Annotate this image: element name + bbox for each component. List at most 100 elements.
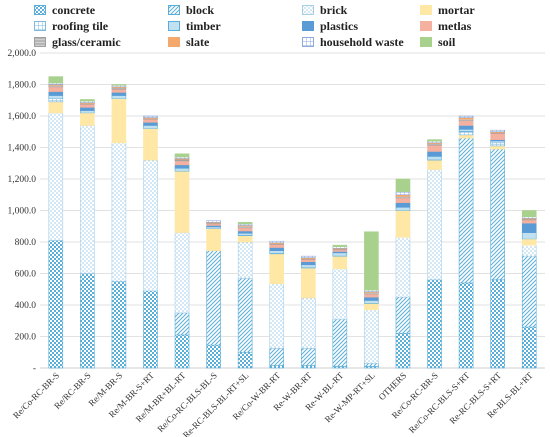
y-tick-label: 1,200.0: [8, 175, 37, 185]
bar-stack: [395, 178, 411, 369]
legend-swatch: [302, 5, 314, 15]
bar-segment-concrete: [395, 333, 411, 369]
bar-stack: [174, 153, 190, 369]
bar-segment-brick: [364, 309, 379, 364]
bar-segment-mortar: [364, 303, 379, 311]
bar-segment-mortar: [269, 253, 285, 285]
bar-stack: [143, 115, 158, 369]
bar-segment-soil: [395, 178, 411, 192]
bar-stack: [458, 115, 474, 369]
bar-segment-concrete: [111, 281, 127, 369]
legend-item-metlas: metlas: [420, 18, 471, 34]
legend-label: metlas: [438, 18, 472, 33]
bar-segment-brick: [174, 232, 190, 314]
bar-segment-mortar: [458, 134, 474, 139]
bar-segment-mortar: [48, 101, 64, 114]
bar-segment-concrete: [490, 279, 505, 369]
bar-segment-household-waste: [206, 220, 221, 223]
bar-segment-plastics: [48, 91, 64, 96]
bar-segment-block: [174, 312, 190, 336]
bar-segment-metlas: [269, 244, 285, 248]
bar-segment-concrete: [269, 365, 285, 369]
bar-segment-household-waste: [458, 115, 474, 118]
bar-segment-metlas: [111, 88, 127, 93]
bar-segment-timber: [174, 167, 190, 172]
bar-stack: [269, 240, 285, 369]
bar-segment-metlas: [237, 227, 253, 232]
bar-segment-plastics: [300, 261, 316, 266]
bar-segment-brick: [80, 125, 95, 274]
bar-segment-metlas: [490, 133, 505, 140]
legend-item-brick: brick: [302, 2, 347, 18]
bar-segment-concrete: [521, 326, 537, 369]
bar-segment-metlas: [174, 160, 190, 166]
bar-segment-household-waste: [300, 255, 316, 259]
legend-label: plastics: [320, 18, 359, 33]
bar-segment-metlas: [48, 86, 64, 92]
legend-swatch: [168, 5, 180, 15]
bar-segment-brick: [111, 142, 127, 282]
y-tick-label: 400.0: [15, 301, 37, 311]
legend-swatch: [420, 21, 432, 31]
bar-segment-concrete: [458, 282, 474, 369]
bar-segment-block: [206, 250, 221, 346]
bar-segment-mortar: [111, 98, 127, 144]
bar-segment-plastics: [427, 151, 442, 157]
legend-item-mortar: mortar: [420, 2, 475, 18]
bar-segment-timber: [269, 250, 285, 255]
bar-segment-timber: [111, 95, 127, 99]
bar-segment-mortar: [300, 267, 316, 299]
legend-item-glass-ceramic: glass/ceramic: [34, 34, 121, 50]
bar-segment-metlas: [143, 118, 158, 123]
legend-item-soil: soil: [420, 34, 455, 50]
bar-segment-soil: [80, 99, 95, 102]
bar-segment-roofing-tile: [458, 131, 474, 136]
bar-segment-brick: [395, 236, 411, 298]
bar-segment-plastics: [269, 247, 285, 251]
bar-stack: [237, 222, 253, 369]
bar-segment-plastics: [458, 125, 474, 130]
bar-segment-block: [490, 148, 505, 281]
legend-label: mortar: [438, 2, 475, 17]
bar-segment-brick: [332, 268, 348, 320]
bar-stack: [427, 139, 442, 369]
bar-stack: [206, 220, 221, 369]
bar-segment-block: [521, 255, 537, 328]
bar-segment-timber: [143, 125, 158, 129]
bar-stack: [332, 244, 348, 369]
bar-segment-concrete: [206, 344, 221, 369]
legend-label: concrete: [52, 2, 96, 17]
bar-segment-block: [269, 348, 285, 366]
bar-segment-block: [364, 362, 379, 367]
bar-segment-metlas: [521, 219, 537, 224]
y-tick-label: 1,600.0: [8, 112, 37, 122]
bar-stack: [111, 84, 127, 369]
bar-segment-mortar: [521, 238, 537, 246]
bar-segment-timber: [332, 252, 348, 257]
legend-item-roofing-tile: roofing tile: [34, 18, 108, 34]
bar-segment-soil: [521, 210, 537, 218]
legend-swatch: [420, 5, 432, 15]
bar-segment-brick: [48, 112, 64, 241]
bar-segment-mortar: [143, 128, 158, 161]
y-tick-label: 1,400.0: [8, 144, 37, 154]
bar-segment-block: [395, 296, 411, 334]
bar-segment-concrete: [427, 279, 442, 369]
bar-segment-plastics: [174, 164, 190, 169]
x-category-label: Re/Co-RC-BLS-BL-S: [155, 370, 219, 434]
bar-segment-household-waste: [395, 191, 411, 196]
bar-stack: [80, 99, 95, 369]
bars-layer: [48, 76, 537, 369]
bar-segment-mortar: [490, 145, 505, 150]
x-category-label: Re/Co-RC-BR-S: [11, 370, 61, 420]
bar-segment-household-waste: [269, 240, 285, 244]
bar-segment-metlas: [364, 293, 379, 298]
bar-segment-soil: [427, 139, 442, 142]
bar-segment-metlas: [427, 144, 442, 152]
bar-segment-mortar: [80, 112, 95, 126]
legend-item-plastics: plastics: [302, 18, 358, 34]
y-tick-label: 200.0: [15, 333, 37, 343]
bar-segment-mortar: [332, 255, 348, 270]
x-category-label: Re/Co-RC-BLS-S+RT: [407, 370, 472, 435]
